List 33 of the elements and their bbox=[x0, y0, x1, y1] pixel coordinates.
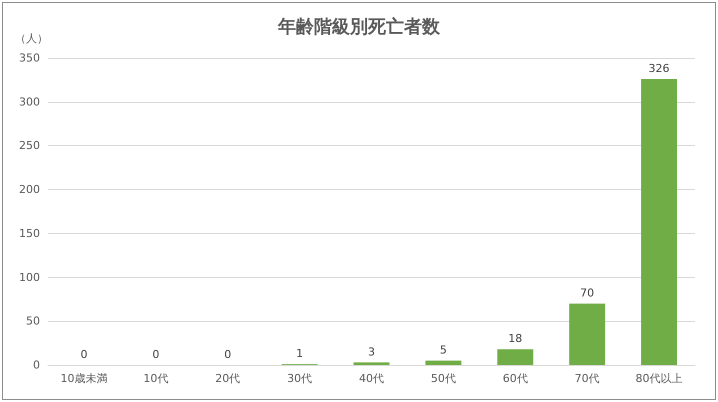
data-label: 18 bbox=[508, 332, 522, 346]
x-tick-label: 70代 bbox=[574, 372, 600, 385]
data-label: 326 bbox=[648, 62, 670, 76]
bar bbox=[569, 304, 606, 365]
data-label: 3 bbox=[368, 345, 375, 358]
y-tick-label: 250 bbox=[19, 139, 40, 152]
bar bbox=[497, 349, 534, 365]
chart-title: 年齢階級別死亡者数 bbox=[277, 16, 441, 38]
x-tick-label: 80代以上 bbox=[636, 372, 683, 385]
bar bbox=[425, 360, 462, 365]
data-label: 0 bbox=[152, 348, 160, 361]
data-label: 0 bbox=[80, 348, 88, 361]
data-label: 70 bbox=[580, 286, 594, 300]
x-tick-label: 20代 bbox=[215, 372, 240, 385]
data-label: 0 bbox=[224, 348, 232, 361]
data-label: 5 bbox=[440, 344, 447, 357]
x-tick-label: 10歳未満 bbox=[60, 372, 108, 385]
y-tick-label: 100 bbox=[19, 270, 40, 284]
bar bbox=[641, 79, 678, 365]
data-label: 1 bbox=[296, 347, 304, 360]
x-tick-label: 50代 bbox=[430, 372, 456, 385]
y-tick-label: 50 bbox=[26, 314, 40, 328]
x-tick-label: 10代 bbox=[143, 372, 168, 385]
y-tick-label: 350 bbox=[19, 52, 40, 64]
y-tick-label: 200 bbox=[19, 183, 40, 196]
x-tick-label: 60代 bbox=[502, 372, 528, 385]
x-tick-label: 40代 bbox=[359, 372, 384, 385]
bar bbox=[354, 362, 390, 365]
y-tick-label: 0 bbox=[33, 358, 40, 372]
y-tick-label: 300 bbox=[19, 95, 40, 108]
y-tick-label: 150 bbox=[19, 226, 40, 240]
x-tick-label: 30代 bbox=[287, 372, 312, 385]
y-axis-title: （人） bbox=[15, 32, 48, 45]
